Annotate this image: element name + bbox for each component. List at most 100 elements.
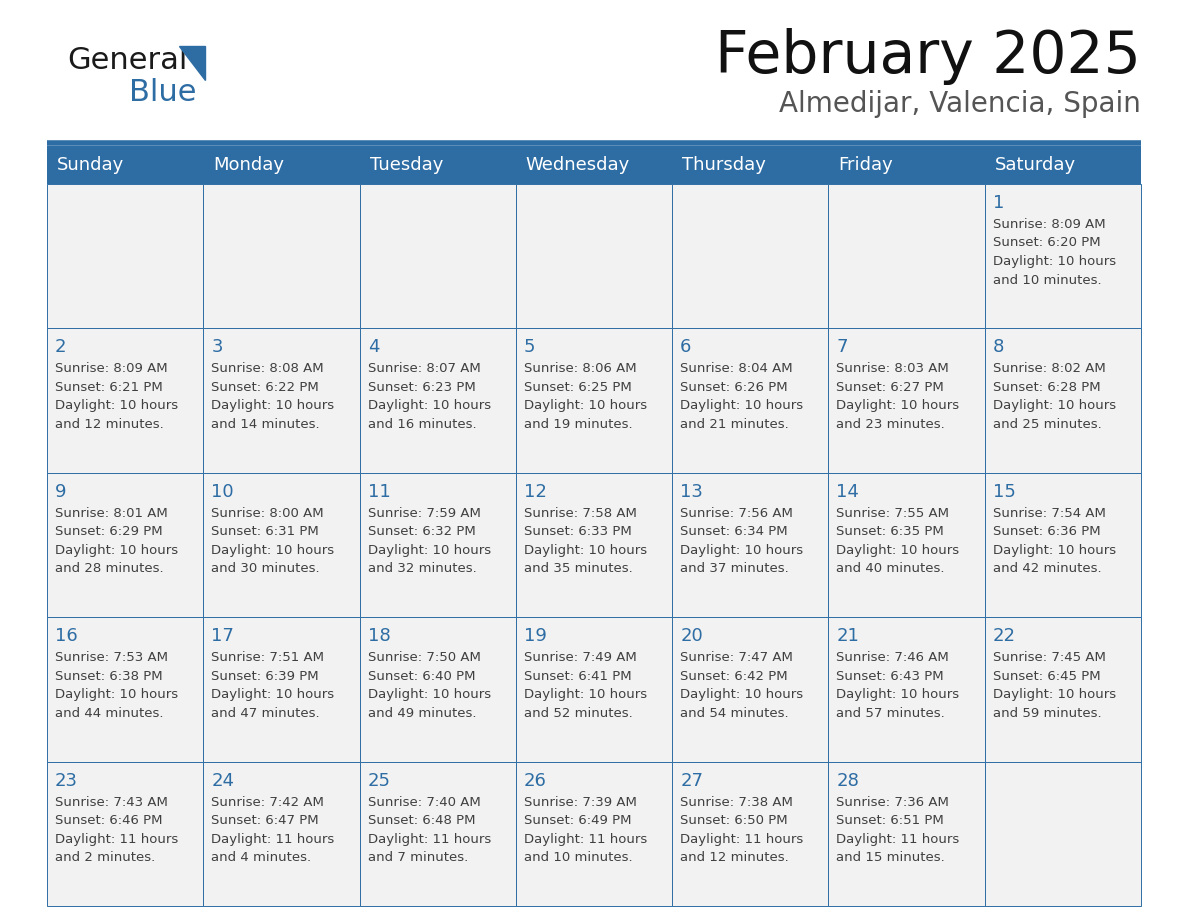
Text: and 47 minutes.: and 47 minutes. bbox=[211, 707, 320, 720]
Text: Daylight: 10 hours: Daylight: 10 hours bbox=[367, 399, 491, 412]
Text: and 12 minutes.: and 12 minutes. bbox=[55, 418, 164, 431]
Text: and 2 minutes.: and 2 minutes. bbox=[55, 851, 156, 864]
Text: 4: 4 bbox=[367, 339, 379, 356]
Text: and 25 minutes.: and 25 minutes. bbox=[993, 418, 1101, 431]
Text: Sunset: 6:27 PM: Sunset: 6:27 PM bbox=[836, 381, 944, 394]
Text: and 14 minutes.: and 14 minutes. bbox=[211, 418, 320, 431]
Text: Sunset: 6:26 PM: Sunset: 6:26 PM bbox=[681, 381, 788, 394]
Bar bbox=[828, 473, 985, 617]
Bar bbox=[672, 473, 828, 617]
Text: Sunrise: 7:51 AM: Sunrise: 7:51 AM bbox=[211, 651, 324, 665]
Bar bbox=[828, 184, 985, 329]
Text: Daylight: 10 hours: Daylight: 10 hours bbox=[681, 688, 803, 701]
Text: Sunset: 6:43 PM: Sunset: 6:43 PM bbox=[836, 670, 944, 683]
Text: and 16 minutes.: and 16 minutes. bbox=[367, 418, 476, 431]
Text: 25: 25 bbox=[367, 772, 391, 789]
Text: Daylight: 10 hours: Daylight: 10 hours bbox=[681, 543, 803, 557]
Text: Sunset: 6:39 PM: Sunset: 6:39 PM bbox=[211, 670, 318, 683]
Text: Daylight: 11 hours: Daylight: 11 hours bbox=[55, 833, 178, 845]
Text: Sunrise: 7:46 AM: Sunrise: 7:46 AM bbox=[836, 651, 949, 665]
Text: Monday: Monday bbox=[214, 156, 284, 174]
Text: Sunrise: 8:03 AM: Sunrise: 8:03 AM bbox=[836, 363, 949, 375]
Text: Sunset: 6:51 PM: Sunset: 6:51 PM bbox=[836, 814, 944, 827]
Text: Sunrise: 7:42 AM: Sunrise: 7:42 AM bbox=[211, 796, 324, 809]
Text: and 4 minutes.: and 4 minutes. bbox=[211, 851, 311, 864]
Bar bbox=[516, 762, 672, 906]
Bar bbox=[203, 473, 360, 617]
Text: Sunset: 6:49 PM: Sunset: 6:49 PM bbox=[524, 814, 631, 827]
Text: Sunrise: 8:01 AM: Sunrise: 8:01 AM bbox=[55, 507, 168, 520]
Text: 10: 10 bbox=[211, 483, 234, 501]
Text: Sunrise: 7:38 AM: Sunrise: 7:38 AM bbox=[681, 796, 794, 809]
Bar bbox=[360, 184, 516, 329]
Text: Daylight: 10 hours: Daylight: 10 hours bbox=[524, 543, 647, 557]
Bar bbox=[985, 184, 1140, 329]
Text: Daylight: 10 hours: Daylight: 10 hours bbox=[836, 688, 960, 701]
Bar bbox=[203, 617, 360, 762]
Text: and 42 minutes.: and 42 minutes. bbox=[993, 563, 1101, 576]
Text: and 54 minutes.: and 54 minutes. bbox=[681, 707, 789, 720]
Text: Sunset: 6:25 PM: Sunset: 6:25 PM bbox=[524, 381, 632, 394]
Bar bbox=[516, 329, 672, 473]
Text: Sunset: 6:22 PM: Sunset: 6:22 PM bbox=[211, 381, 320, 394]
Text: 11: 11 bbox=[367, 483, 391, 501]
Text: and 21 minutes.: and 21 minutes. bbox=[681, 418, 789, 431]
Bar bbox=[828, 617, 985, 762]
Text: Sunrise: 7:56 AM: Sunrise: 7:56 AM bbox=[681, 507, 794, 520]
Text: and 12 minutes.: and 12 minutes. bbox=[681, 851, 789, 864]
Text: Sunrise: 7:40 AM: Sunrise: 7:40 AM bbox=[367, 796, 480, 809]
Text: Daylight: 10 hours: Daylight: 10 hours bbox=[367, 688, 491, 701]
Text: Sunset: 6:40 PM: Sunset: 6:40 PM bbox=[367, 670, 475, 683]
Text: 27: 27 bbox=[681, 772, 703, 789]
Bar bbox=[516, 617, 672, 762]
Text: Sunrise: 7:54 AM: Sunrise: 7:54 AM bbox=[993, 507, 1106, 520]
Bar bbox=[48, 473, 203, 617]
Bar bbox=[360, 762, 516, 906]
Text: and 59 minutes.: and 59 minutes. bbox=[993, 707, 1101, 720]
Text: Sunrise: 8:07 AM: Sunrise: 8:07 AM bbox=[367, 363, 480, 375]
Bar bbox=[672, 184, 828, 329]
Text: Sunrise: 7:49 AM: Sunrise: 7:49 AM bbox=[524, 651, 637, 665]
Text: Sunset: 6:20 PM: Sunset: 6:20 PM bbox=[993, 237, 1100, 250]
Text: Daylight: 10 hours: Daylight: 10 hours bbox=[993, 543, 1116, 557]
Text: Sunrise: 7:47 AM: Sunrise: 7:47 AM bbox=[681, 651, 794, 665]
Bar bbox=[48, 184, 203, 329]
Text: 7: 7 bbox=[836, 339, 848, 356]
Text: 18: 18 bbox=[367, 627, 391, 645]
Text: 14: 14 bbox=[836, 483, 859, 501]
Text: Daylight: 10 hours: Daylight: 10 hours bbox=[55, 688, 178, 701]
Text: Friday: Friday bbox=[839, 156, 893, 174]
Text: Sunrise: 7:43 AM: Sunrise: 7:43 AM bbox=[55, 796, 168, 809]
Text: 24: 24 bbox=[211, 772, 234, 789]
Text: Sunrise: 7:39 AM: Sunrise: 7:39 AM bbox=[524, 796, 637, 809]
Text: Sunrise: 7:36 AM: Sunrise: 7:36 AM bbox=[836, 796, 949, 809]
Text: and 57 minutes.: and 57 minutes. bbox=[836, 707, 946, 720]
Text: Sunset: 6:47 PM: Sunset: 6:47 PM bbox=[211, 814, 318, 827]
Text: and 44 minutes.: and 44 minutes. bbox=[55, 707, 164, 720]
Bar bbox=[516, 184, 672, 329]
Text: Daylight: 10 hours: Daylight: 10 hours bbox=[211, 688, 334, 701]
Text: Daylight: 11 hours: Daylight: 11 hours bbox=[681, 833, 803, 845]
Text: and 23 minutes.: and 23 minutes. bbox=[836, 418, 946, 431]
Text: Sunrise: 7:58 AM: Sunrise: 7:58 AM bbox=[524, 507, 637, 520]
Text: Sunrise: 8:06 AM: Sunrise: 8:06 AM bbox=[524, 363, 637, 375]
Text: and 37 minutes.: and 37 minutes. bbox=[681, 563, 789, 576]
Bar bbox=[828, 762, 985, 906]
Text: and 19 minutes.: and 19 minutes. bbox=[524, 418, 632, 431]
Text: and 35 minutes.: and 35 minutes. bbox=[524, 563, 632, 576]
Text: Sunset: 6:33 PM: Sunset: 6:33 PM bbox=[524, 525, 632, 538]
Text: Sunset: 6:42 PM: Sunset: 6:42 PM bbox=[681, 670, 788, 683]
Text: Daylight: 10 hours: Daylight: 10 hours bbox=[993, 688, 1116, 701]
Text: Sunset: 6:29 PM: Sunset: 6:29 PM bbox=[55, 525, 163, 538]
Polygon shape bbox=[179, 46, 206, 80]
Text: Daylight: 11 hours: Daylight: 11 hours bbox=[836, 833, 960, 845]
Bar bbox=[48, 762, 203, 906]
Text: 20: 20 bbox=[681, 627, 703, 645]
Text: General: General bbox=[67, 46, 188, 75]
Text: Sunset: 6:45 PM: Sunset: 6:45 PM bbox=[993, 670, 1100, 683]
Bar bbox=[985, 329, 1140, 473]
Text: and 30 minutes.: and 30 minutes. bbox=[211, 563, 320, 576]
Text: 1: 1 bbox=[993, 194, 1004, 212]
Text: 17: 17 bbox=[211, 627, 234, 645]
Text: Daylight: 10 hours: Daylight: 10 hours bbox=[993, 399, 1116, 412]
